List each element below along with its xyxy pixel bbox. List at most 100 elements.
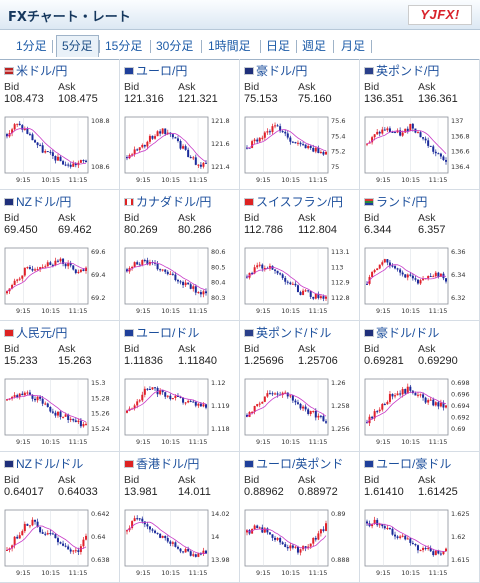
pair-title[interactable]: スイスフラン/円 (244, 193, 343, 209)
candle-body (314, 537, 317, 540)
price-chart[interactable]: 108.8 108.6 9:15 10:15 11:15 (0, 111, 120, 187)
price-chart[interactable]: 0.642 0.64 0.638 9:15 10:15 11:15 (0, 504, 120, 580)
candle-body (174, 137, 177, 139)
pair-title[interactable]: 英ポンド/ドル (244, 324, 331, 340)
ask-label: Ask (298, 212, 316, 224)
tab-divider (150, 40, 151, 53)
pair-title[interactable]: ユーロ/豪ドル (364, 455, 451, 471)
price-chart[interactable]: 6.36 6.34 6.32 9:15 10:15 11:15 (360, 242, 480, 318)
pair-cell[interactable]: NZドル/円 Bid Ask 69.450 69.462 69.6 69.4 69.2 9:15… (0, 190, 120, 321)
pair-title[interactable]: 米ドル/円 (4, 62, 67, 78)
candle-body (391, 528, 394, 535)
brand-logo[interactable]: YJFX! (408, 5, 472, 25)
candle-body (309, 145, 312, 148)
pair-title[interactable]: ランド/円 (364, 193, 427, 209)
pair-title[interactable]: 豪ドル/ドル (364, 324, 439, 340)
candle-body (44, 403, 47, 405)
candle-body (146, 141, 149, 147)
x-tick-label: 9:15 (16, 438, 31, 446)
candle-body (299, 403, 302, 409)
price-chart[interactable]: 14.02 14 13.98 9:15 10:15 11:15 (120, 504, 240, 580)
chart-frame (4, 247, 89, 305)
candle-body (184, 402, 187, 404)
pair-title[interactable]: ユーロ/円 (124, 62, 187, 78)
bid-label: Bid (124, 474, 140, 486)
pair-title[interactable]: 人民元/円 (4, 324, 67, 340)
candle-body (381, 524, 384, 527)
bid-value: 121.316 (124, 93, 164, 105)
tab-weekly[interactable]: 週足 (302, 39, 327, 53)
tab-monthly[interactable]: 月足 (341, 39, 366, 53)
pair-title[interactable]: ユーロ/英ポンド (244, 455, 343, 471)
candle-body (64, 545, 67, 547)
pair-cell[interactable]: ランド/円 Bid Ask 6.344 6.357 6.36 6.34 6.32 9:15 10:… (360, 190, 480, 321)
tab-1min[interactable]: 1分足 (16, 39, 47, 53)
pair-cell[interactable]: 豪ドル/ドル Bid Ask 0.69281 0.69290 0.698 0.696 0.69… (360, 321, 480, 452)
pair-cell[interactable]: 豪ドル/円 Bid Ask 75.153 75.160 75.6 75.4 75.2 75 9:1… (240, 59, 360, 190)
pair-cell[interactable]: ユーロ/英ポンド Bid Ask 0.88962 0.88972 0.89 0.888 9:1… (240, 452, 360, 583)
price-chart[interactable]: 1.12 1.119 1.118 9:15 10:15 11:15 (120, 373, 240, 449)
pair-title[interactable]: 香港ドル/円 (124, 455, 199, 471)
candle-body (192, 554, 195, 556)
y-tick-label: 6.36 (451, 248, 465, 256)
candle-body (373, 270, 376, 273)
pair-title[interactable]: カナダドル/円 (124, 193, 211, 209)
pair-title[interactable]: 英ポンド/円 (364, 62, 439, 78)
pair-cell[interactable]: ユーロ/豪ドル Bid Ask 1.61410 1.61425 1.625 1.62 1.61… (360, 452, 480, 583)
candle-body (202, 550, 205, 555)
candle-body (174, 396, 177, 398)
price-chart[interactable]: 80.6 80.5 80.4 80.3 9:15 10:15 11:15 (120, 242, 240, 318)
pair-cell[interactable]: ユーロ/ドル Bid Ask 1.11836 1.11840 1.12 1.119 1.118… (120, 321, 240, 452)
candle-body (46, 403, 49, 407)
y-tick-label: 14 (211, 533, 219, 541)
y-tick-label: 1.256 (331, 425, 350, 433)
tab-divider (201, 40, 202, 53)
candle-body (189, 284, 192, 289)
pair-cell[interactable]: 人民元/円 Bid Ask 15.233 15.263 15.3 15.28 15.26 15.… (0, 321, 120, 452)
pair-cell[interactable]: NZドル/ドル Bid Ask 0.64017 0.64033 0.642 0.64 0.63… (0, 452, 120, 583)
x-tick-label: 10:15 (41, 569, 60, 577)
pair-title[interactable]: ユーロ/ドル (124, 324, 199, 340)
pair-cell[interactable]: 英ポンド/ドル Bid Ask 1.25696 1.25706 1.26 1.258 1.25… (240, 321, 360, 452)
tab-30min[interactable]: 30分足 (156, 39, 194, 53)
candle-body (154, 387, 157, 389)
pair-title[interactable]: 豪ドル/円 (244, 62, 307, 78)
price-chart[interactable]: 75.6 75.4 75.2 75 9:15 10:15 11:15 (240, 111, 360, 187)
bid-label: Bid (244, 212, 260, 224)
candle-body (161, 390, 164, 393)
pair-cell[interactable]: 香港ドル/円 Bid Ask 13.981 14.011 14.02 14 13.98 9:15… (120, 452, 240, 583)
candle-body (325, 151, 327, 155)
tab-5min[interactable]: 5分足 (56, 35, 99, 57)
price-chart[interactable]: 0.89 0.888 9:15 10:15 11:15 (240, 504, 360, 580)
pair-cell[interactable]: カナダドル/円 Bid Ask 80.269 80.286 80.6 80.5 80.4 80.… (120, 190, 240, 321)
price-chart[interactable]: 0.698 0.696 0.694 0.692 0.69 9:15 10:15 11:15 (360, 373, 480, 449)
moving-average-line (246, 129, 327, 151)
price-chart[interactable]: 69.6 69.4 69.2 9:15 10:15 11:15 (0, 242, 120, 318)
price-chart[interactable]: 121.8 121.6 121.4 9:15 10:15 11:15 (120, 111, 240, 187)
price-chart[interactable]: 1.26 1.258 1.256 9:15 10:15 11:15 (240, 373, 360, 449)
pair-cell[interactable]: 英ポンド/円 Bid Ask 136.351 136.361 137 136.8 136.6 1… (360, 59, 480, 190)
candle-body (422, 137, 425, 139)
currency-flag-icon (364, 198, 374, 206)
pair-cell[interactable]: 米ドル/円 Bid Ask 108.473 108.475 108.8 108.6 9:15 1… (0, 59, 120, 190)
y-tick-label: 69.2 (91, 294, 105, 302)
pair-title[interactable]: NZドル/円 (4, 193, 71, 209)
tab-daily[interactable]: 日足 (266, 39, 291, 53)
tab-15min[interactable]: 15分足 (105, 39, 143, 53)
pair-cell[interactable]: ユーロ/円 Bid Ask 121.316 121.321 121.8 121.6 121.4… (120, 59, 240, 190)
price-chart[interactable]: 1.625 1.62 1.615 9:15 10:15 11:15 (360, 504, 480, 580)
pair-cell[interactable]: スイスフラン/円 Bid Ask 112.786 112.804 113.1 113 112.… (240, 190, 360, 321)
candle-body (182, 281, 185, 286)
pair-title[interactable]: NZドル/ドル (4, 455, 83, 471)
tab-1hour[interactable]: 1時間足 (208, 39, 251, 53)
candle-body (79, 160, 82, 163)
price-chart[interactable]: 113.1 113 112.9 112.8 9:15 10:15 11:15 (240, 242, 360, 318)
moving-average-line (6, 128, 87, 165)
x-tick-label: 10:15 (41, 307, 60, 315)
pair-name: NZドル/円 (16, 195, 72, 209)
candle-body (284, 544, 287, 548)
price-chart[interactable]: 137 136.8 136.6 136.4 9:15 10:15 11:15 (360, 111, 480, 187)
y-tick-label: 80.3 (211, 294, 225, 302)
currency-flag-icon (4, 329, 14, 337)
price-chart[interactable]: 15.3 15.28 15.26 15.24 9:15 10:15 11:15 (0, 373, 120, 449)
